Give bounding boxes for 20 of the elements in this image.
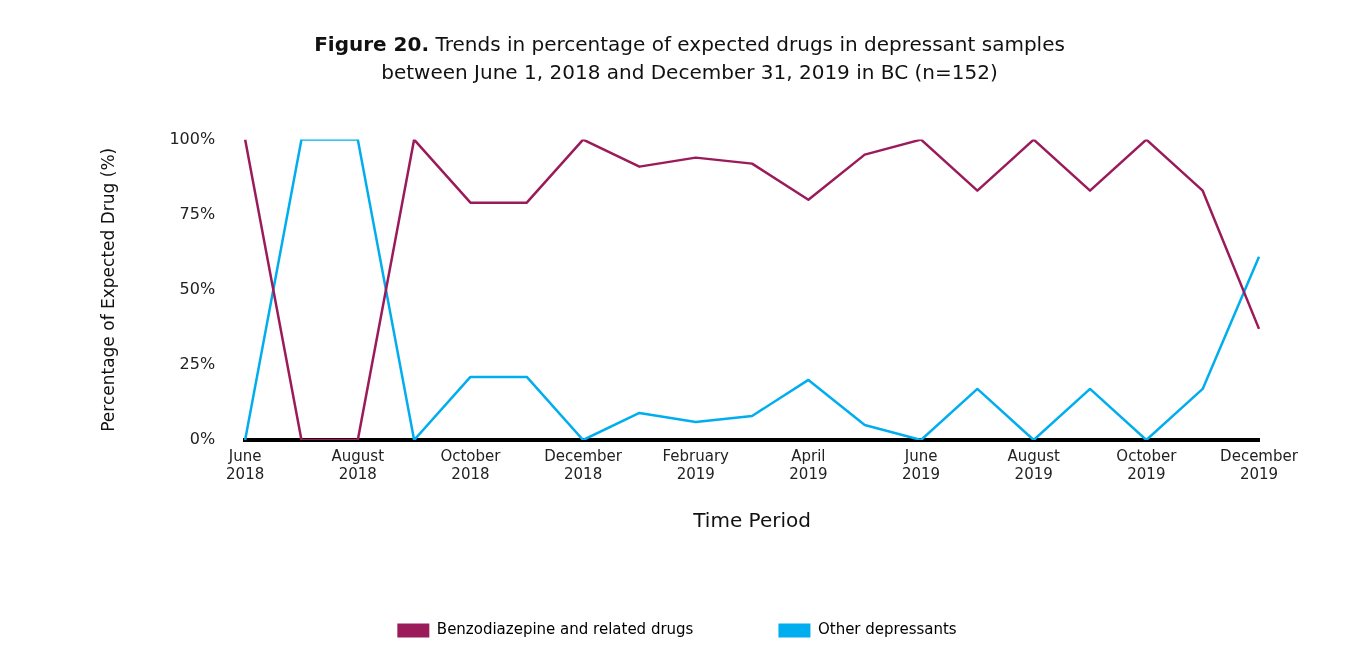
y-tick-label: 0% bbox=[189, 429, 216, 449]
y-tick-label: 75% bbox=[179, 203, 216, 223]
x-tick-label: February 2019 bbox=[662, 446, 730, 483]
x-tick-label: December 2019 bbox=[1220, 446, 1299, 483]
y-tick-label: 50% bbox=[179, 278, 216, 298]
x-axis-title: Time Period bbox=[692, 508, 811, 533]
x-tick-label: August 2019 bbox=[1007, 446, 1061, 483]
y-axis-title: Percentage of Expected Drug (%) bbox=[97, 147, 118, 432]
y-tick-label: 25% bbox=[179, 354, 216, 374]
legend-label: Benzodiazepine and related drugs bbox=[436, 620, 694, 639]
x-tick-label: April 2019 bbox=[789, 446, 828, 483]
x-tick-label: October 2018 bbox=[440, 446, 502, 483]
x-tick-label: December 2018 bbox=[544, 446, 623, 483]
legend-label: Other depressants bbox=[817, 620, 957, 639]
x-tick-label: June 2019 bbox=[901, 446, 941, 483]
x-tick-label: June 2018 bbox=[226, 446, 265, 483]
x-tick-label: August 2018 bbox=[331, 446, 385, 483]
y-tick-label: 100% bbox=[169, 128, 216, 148]
chart-title: Figure 20. Trends in percentage of expected drugs in depressant samples between June 1, 2018 and December 31, 2019 in BC (n=152) bbox=[313, 31, 1066, 86]
x-tick-label: October 2019 bbox=[1116, 446, 1178, 483]
